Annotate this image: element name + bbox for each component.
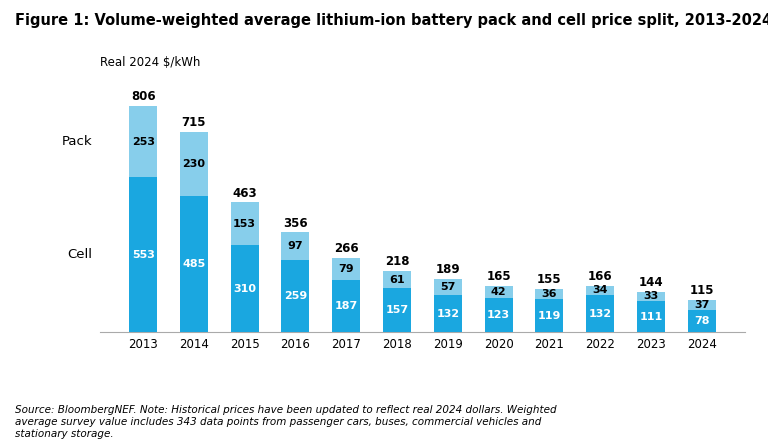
Text: 36: 36 — [541, 289, 557, 299]
Text: 253: 253 — [131, 136, 154, 147]
Text: 187: 187 — [335, 301, 358, 311]
Bar — [180, 132, 208, 196]
Text: Pack: Pack — [61, 135, 92, 148]
Text: 715: 715 — [182, 116, 206, 129]
Bar — [434, 295, 462, 332]
Text: 42: 42 — [491, 287, 506, 297]
Bar — [687, 311, 716, 332]
Text: 57: 57 — [440, 282, 455, 292]
Bar — [333, 258, 360, 280]
Text: 97: 97 — [288, 241, 303, 251]
Text: 78: 78 — [694, 316, 710, 326]
Text: 132: 132 — [436, 309, 459, 319]
Text: 266: 266 — [334, 242, 359, 255]
Text: 310: 310 — [233, 284, 257, 294]
Bar — [230, 245, 259, 332]
Text: 230: 230 — [183, 159, 205, 169]
Text: 37: 37 — [694, 300, 710, 310]
Text: 166: 166 — [588, 270, 612, 283]
Bar — [129, 106, 157, 177]
Bar — [282, 260, 310, 332]
Text: 61: 61 — [389, 275, 405, 285]
Bar — [535, 299, 563, 332]
Bar — [485, 298, 512, 332]
Text: 153: 153 — [233, 219, 257, 229]
Text: 123: 123 — [487, 310, 510, 320]
Text: 463: 463 — [233, 187, 257, 199]
Text: 189: 189 — [435, 264, 460, 276]
Text: 485: 485 — [182, 259, 206, 269]
Text: 144: 144 — [638, 276, 664, 289]
Text: Source: BloombergNEF. Note: Historical prices have been updated to reflect real : Source: BloombergNEF. Note: Historical p… — [15, 405, 557, 439]
Text: 115: 115 — [690, 284, 714, 297]
Bar — [434, 279, 462, 295]
Text: 111: 111 — [639, 312, 663, 322]
Text: 132: 132 — [588, 309, 611, 319]
Text: 155: 155 — [537, 273, 561, 286]
Bar — [129, 177, 157, 332]
Bar — [535, 289, 563, 299]
Bar — [586, 286, 614, 295]
Text: Cell: Cell — [67, 248, 92, 261]
Bar — [333, 280, 360, 332]
Bar — [230, 202, 259, 245]
Bar — [282, 233, 310, 260]
Text: 119: 119 — [538, 311, 561, 321]
Bar — [637, 292, 665, 301]
Bar — [383, 271, 411, 288]
Text: 356: 356 — [283, 217, 308, 229]
Text: 259: 259 — [284, 291, 307, 301]
Text: 806: 806 — [131, 90, 155, 103]
Text: 218: 218 — [385, 255, 409, 268]
Text: 34: 34 — [592, 285, 607, 295]
Bar — [637, 301, 665, 332]
Text: 33: 33 — [644, 291, 658, 302]
Bar — [180, 196, 208, 332]
Text: 157: 157 — [386, 305, 409, 315]
Text: Figure 1: Volume-weighted average lithium-ion battery pack and cell price split,: Figure 1: Volume-weighted average lithiu… — [15, 13, 768, 28]
Text: 165: 165 — [486, 270, 511, 283]
Text: Real 2024 $/kWh: Real 2024 $/kWh — [100, 56, 200, 69]
Text: 553: 553 — [131, 250, 154, 260]
Text: 79: 79 — [339, 264, 354, 274]
Bar — [687, 300, 716, 311]
Bar — [485, 286, 512, 298]
Bar — [383, 288, 411, 332]
Bar — [586, 295, 614, 332]
